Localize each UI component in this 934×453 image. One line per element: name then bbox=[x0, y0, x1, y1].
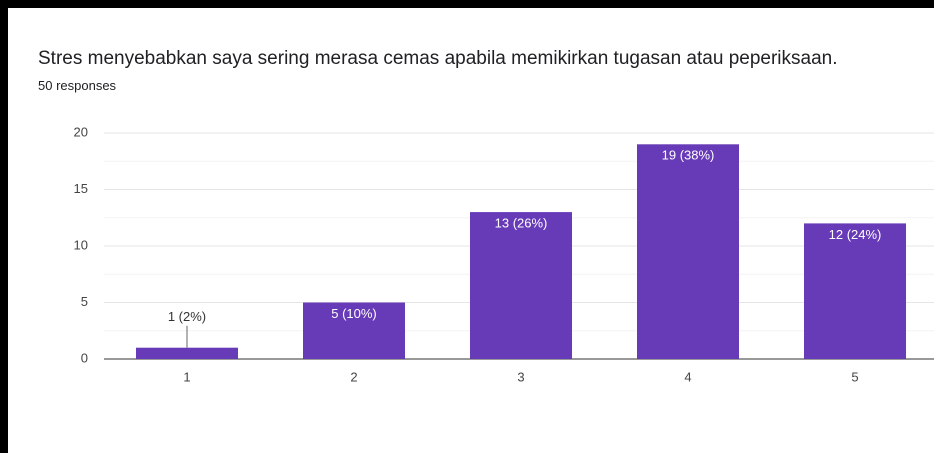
bar bbox=[804, 223, 906, 359]
data-label: 13 (26%) bbox=[495, 216, 548, 231]
bar bbox=[470, 212, 572, 359]
y-tick-label: 5 bbox=[81, 294, 88, 309]
x-tick-label: 4 bbox=[684, 369, 691, 384]
data-label: 5 (10%) bbox=[331, 306, 377, 321]
chart-title: Stres menyebabkan saya sering merasa cem… bbox=[38, 48, 838, 69]
x-tick-label: 2 bbox=[350, 369, 357, 384]
x-tick-label: 3 bbox=[517, 369, 524, 384]
bar bbox=[637, 144, 739, 359]
data-label: 12 (24%) bbox=[829, 227, 882, 242]
chart: 0 5 10 15 20 1 1 (2%) 2 5 (10%) 3 13 (26%) 4 19 (38%… bbox=[74, 124, 934, 384]
bar bbox=[303, 302, 405, 359]
x-tick-label: 5 bbox=[851, 369, 858, 384]
response-count: 50 responses bbox=[38, 78, 117, 93]
data-label: 19 (38%) bbox=[662, 148, 715, 163]
x-tick-label: 1 bbox=[183, 369, 190, 384]
y-tick-label: 0 bbox=[81, 350, 88, 365]
y-tick-label: 20 bbox=[74, 124, 88, 139]
data-label: 1 (2%) bbox=[168, 309, 206, 324]
y-tick-label: 10 bbox=[74, 237, 88, 252]
y-tick-label: 15 bbox=[74, 181, 88, 196]
bar bbox=[136, 347, 238, 359]
